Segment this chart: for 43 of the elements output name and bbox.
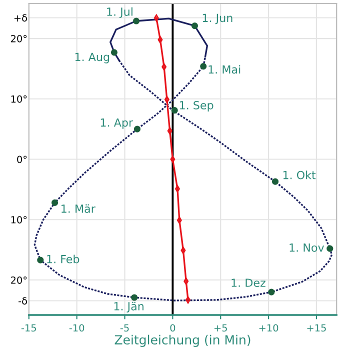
point xyxy=(191,22,198,30)
annotation: 1. Apr xyxy=(100,118,134,129)
y-tick-label: 0° xyxy=(17,156,27,164)
x-tick-label: -5 xyxy=(120,324,129,332)
y-tick-label: +δ xyxy=(14,14,27,22)
point xyxy=(134,126,141,132)
annotation: 1. Aug xyxy=(75,52,110,64)
point xyxy=(184,278,189,285)
x-tick-label: +10 xyxy=(259,324,278,332)
point xyxy=(171,107,178,114)
x-tick-label: +15 xyxy=(307,324,326,332)
point xyxy=(110,49,118,56)
point xyxy=(176,216,182,224)
point xyxy=(131,294,138,301)
point xyxy=(326,245,334,252)
point xyxy=(37,256,44,264)
annotation: 1. Feb xyxy=(47,254,80,264)
point xyxy=(200,62,207,70)
x-tick-label: -15 xyxy=(21,324,36,332)
annotation: 1. Mär xyxy=(62,204,96,213)
annotation: 1. Jän xyxy=(114,302,144,313)
annotation: 1. Nov xyxy=(290,244,324,252)
y-tick-label: 10° xyxy=(11,95,27,103)
point xyxy=(170,156,176,163)
point xyxy=(132,18,140,24)
annotation: 1. Jun xyxy=(202,14,232,24)
x-tick-label: 0 xyxy=(170,324,176,332)
point xyxy=(158,36,163,44)
annotation: 1. Dez xyxy=(232,278,266,287)
point xyxy=(51,199,58,206)
x-tick-label: -10 xyxy=(69,324,84,332)
annotation: 1. Sep xyxy=(180,101,214,112)
y-tick-label: -δ xyxy=(18,297,27,305)
x-axis-title: Zeitgleichung (in Min) xyxy=(114,334,250,347)
point xyxy=(268,288,275,296)
y-tick-label: 20° xyxy=(10,34,27,42)
x-tick-label: +5 xyxy=(214,324,227,332)
annotation: 1. Okt xyxy=(283,170,316,180)
annotation: 1. Mai xyxy=(208,65,240,74)
point xyxy=(272,178,279,185)
annotation: 1. Jul xyxy=(107,7,132,18)
y-tick-label: 20° xyxy=(10,276,27,284)
y-tick-label: 10° xyxy=(11,216,27,224)
